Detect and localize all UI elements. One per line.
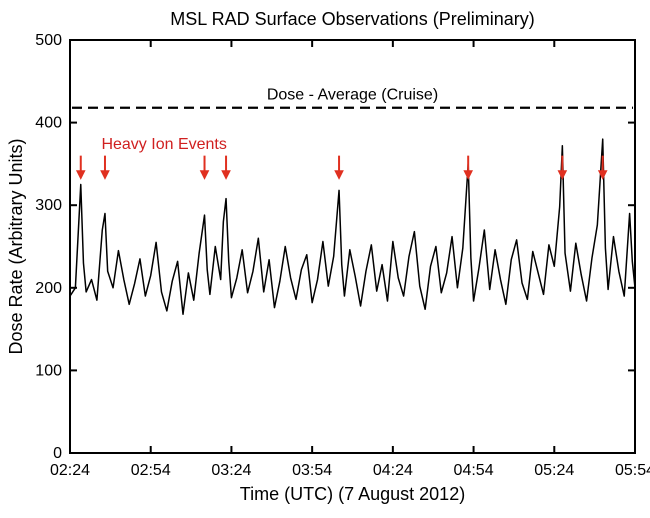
xtick-label: 03:54 [292, 462, 332, 479]
ytick-label: 500 [35, 32, 62, 49]
chart-title: MSL RAD Surface Observations (Preliminar… [170, 9, 534, 29]
chart-container: 0 100 200 300 400 500 02:24 02:54 03:24 03:54 04:2… [0, 0, 650, 518]
ytick-label: 100 [35, 362, 62, 379]
y-axis-label: Dose Rate (Arbitrary Units) [6, 138, 26, 354]
xtick-label: 04:54 [454, 462, 494, 479]
xtick-label: 03:24 [211, 462, 251, 479]
ytick-label: 0 [53, 445, 62, 462]
ytick-label: 300 [35, 197, 62, 214]
xtick-label: 02:24 [50, 462, 90, 479]
xtick-label: 02:54 [131, 462, 171, 479]
heavy-ion-events-label: Heavy Ion Events [101, 136, 226, 153]
reference-line-label: Dose - Average (Cruise) [267, 87, 438, 104]
xtick-label: 05:54 [615, 462, 650, 479]
xtick-label: 04:24 [373, 462, 413, 479]
x-axis-label: Time (UTC) (7 August 2012) [240, 484, 465, 504]
ytick-label: 200 [35, 280, 62, 297]
xtick-label: 05:24 [534, 462, 574, 479]
chart-svg: 0 100 200 300 400 500 02:24 02:54 03:24 03:54 04:2… [0, 0, 650, 518]
ytick-label: 400 [35, 115, 62, 132]
